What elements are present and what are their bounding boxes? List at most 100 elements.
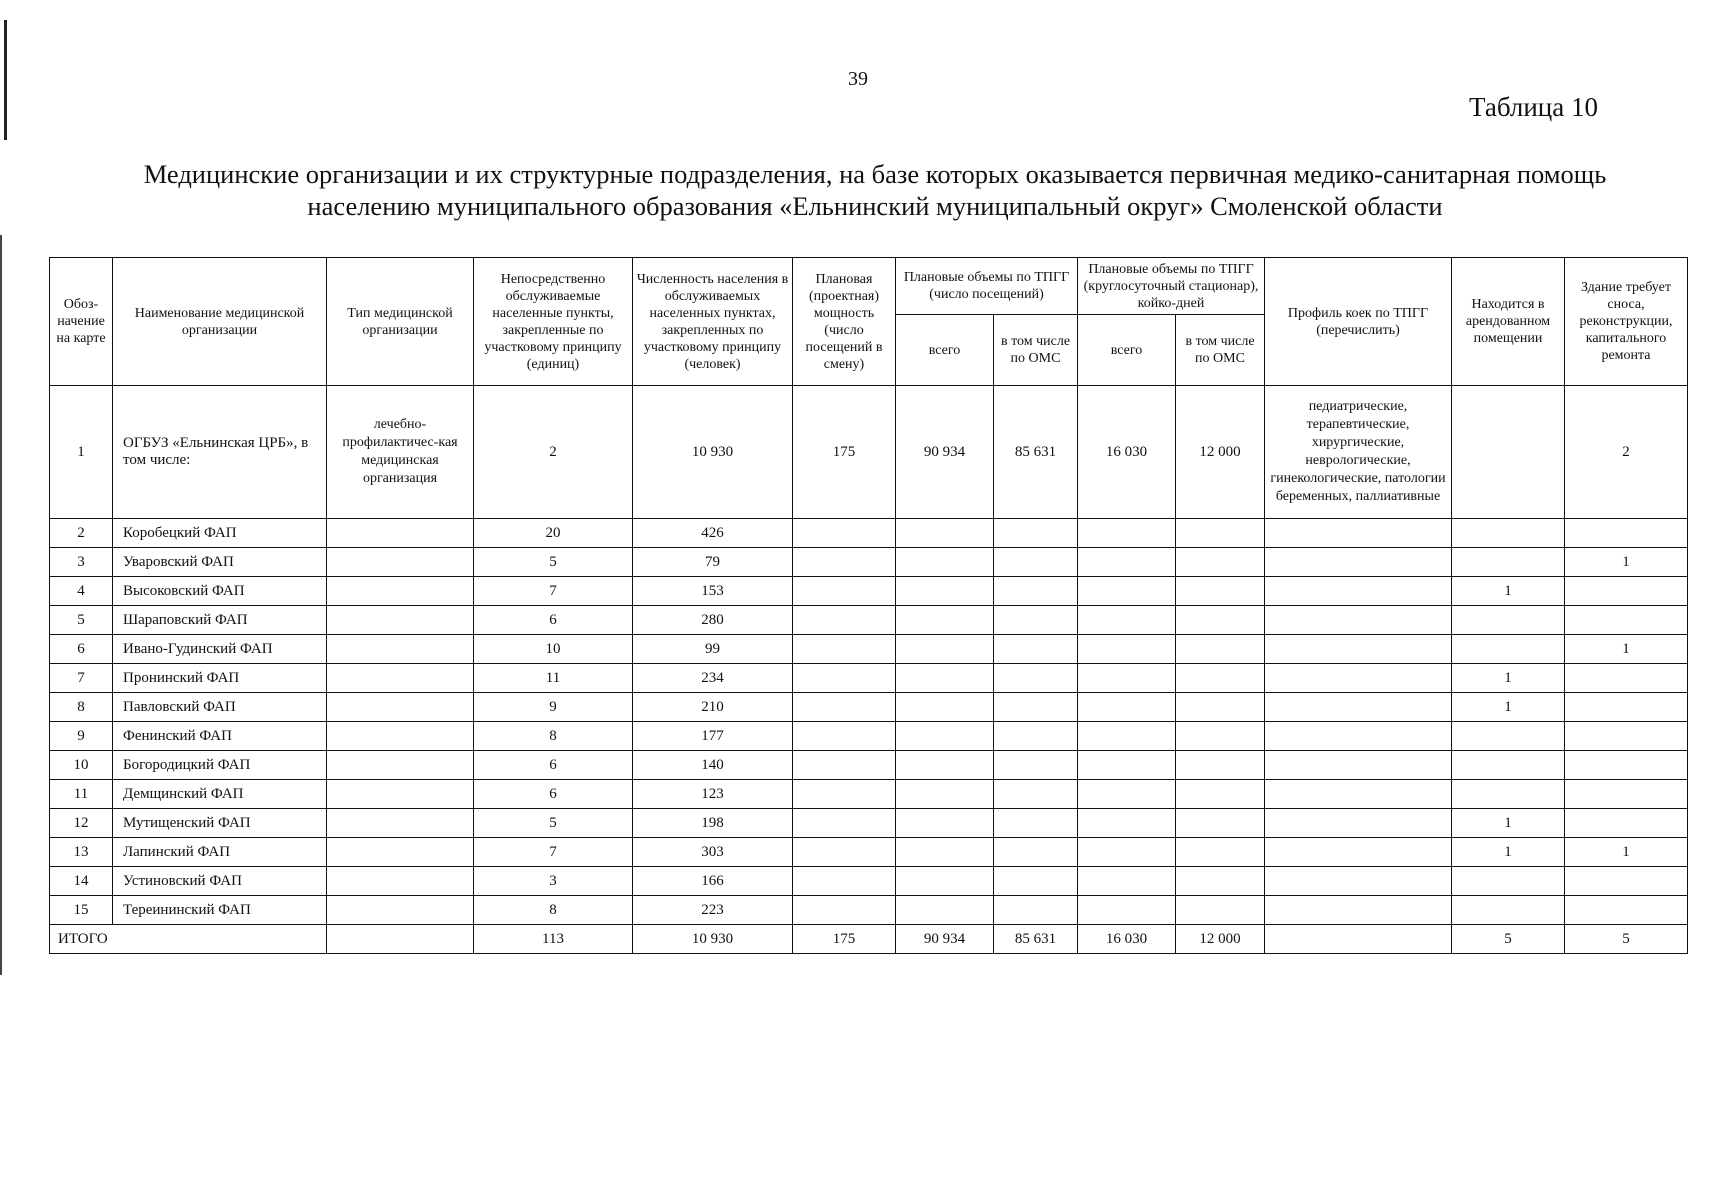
cell-capacity [792,634,896,664]
cell-org-name: Высоковский ФАП [112,576,327,606]
cell-beddays-total [1077,692,1176,722]
cell-settlements: 5 [473,808,633,838]
cell-beddays-oms [1175,576,1265,606]
cell-capacity [792,779,896,809]
cell-map-id: 6 [49,634,113,664]
cell-visits-oms [993,750,1078,780]
cell-rented [1451,895,1565,925]
cell-bed-profile [1264,721,1452,751]
cell-population: 123 [632,779,793,809]
cell-rebuild [1564,692,1688,722]
cell-org-name: Уваровский ФАП [112,547,327,577]
cell-org-type [326,663,474,693]
cell-settlements: 8 [473,895,633,925]
cell-population: 153 [632,576,793,606]
cell-population: 166 [632,866,793,896]
table-row: 14 Устиновский ФАП 3 166 [49,866,1688,896]
cell-rented: 1 [1451,576,1565,606]
cell-capacity [792,837,896,867]
cell-bed-profile [1264,837,1452,867]
cell-beddays-total [1077,779,1176,809]
cell-org-type [326,576,474,606]
cell-visits-oms [993,866,1078,896]
cell-bed-profile [1264,866,1452,896]
cell-map-id: 12 [49,808,113,838]
cell-map-id: 3 [49,547,113,577]
cell-visits-total [895,692,994,722]
cell-beddays-total [1077,837,1176,867]
cell-rented [1451,779,1565,809]
cell-org-name: Мутищенский ФАП [112,808,327,838]
cell-population: 198 [632,808,793,838]
cell-beddays-oms [1175,866,1265,896]
cell-org-name: Шараповский ФАП [112,605,327,635]
total-pts: 113 [473,924,633,954]
cell-rented [1451,385,1565,519]
cell-map-id: 13 [49,837,113,867]
cell-map-id: 1 [49,385,113,519]
cell-rebuild [1564,866,1688,896]
cell-org-name: Фенинский ФАП [112,721,327,751]
header-beddays-total: всего [1077,314,1176,386]
cell-rebuild [1564,779,1688,809]
cell-rebuild: 2 [1564,385,1688,519]
cell-rented: 1 [1451,808,1565,838]
cell-beddays-total [1077,605,1176,635]
header-visits-total: всего [895,314,994,386]
cell-org-type [326,721,474,751]
cell-settlements: 5 [473,547,633,577]
cell-rented [1451,518,1565,548]
cell-org-type [326,692,474,722]
cell-settlements: 6 [473,750,633,780]
cell-settlements: 7 [473,576,633,606]
cell-map-id: 2 [49,518,113,548]
total-rent: 5 [1451,924,1565,954]
cell-visits-oms: 85 631 [993,385,1078,519]
total-label: ИТОГО [49,924,327,954]
cell-bed-profile [1264,518,1452,548]
cell-beddays-oms [1175,750,1265,780]
cell-beddays-oms [1175,518,1265,548]
table-row: 10 Богородицкий ФАП 6 140 [49,750,1688,780]
cell-beddays-oms [1175,837,1265,867]
cell-population: 79 [632,547,793,577]
cell-rented [1451,605,1565,635]
cell-population: 140 [632,750,793,780]
cell-org-name: Богородицкий ФАП [112,750,327,780]
table-row: 1 ОГБУЗ «Ельнинская ЦРБ», в том числе: леч… [49,385,1688,519]
cell-visits-oms [993,663,1078,693]
scan-edge-mark [0,235,2,975]
cell-capacity [792,547,896,577]
cell-bed-profile [1264,808,1452,838]
cell-rented [1451,547,1565,577]
total-cap: 175 [792,924,896,954]
header-rebuild: Здание требует сноса, реконструкции, кап… [1564,257,1688,386]
cell-visits-total [895,750,994,780]
table-row: 5 Шараповский ФАП 6 280 [49,605,1688,635]
cell-capacity [792,605,896,635]
total-v2o: 12 000 [1175,924,1265,954]
cell-rebuild [1564,808,1688,838]
total-v1: 90 934 [895,924,994,954]
cell-org-name: Лапинский ФАП [112,837,327,867]
table-row: 6 Ивано-Гудинский ФАП 10 99 1 [49,634,1688,664]
scan-edge-mark [4,20,7,140]
cell-visits-total [895,634,994,664]
cell-beddays-total [1077,750,1176,780]
cell-map-id: 7 [49,663,113,693]
total-type [326,924,474,954]
cell-rented: 1 [1451,837,1565,867]
cell-settlements: 3 [473,866,633,896]
cell-org-type [326,866,474,896]
cell-visits-total [895,808,994,838]
cell-population: 234 [632,663,793,693]
cell-visits-oms [993,692,1078,722]
cell-settlements: 8 [473,721,633,751]
cell-beddays-total [1077,721,1176,751]
cell-beddays-oms [1175,808,1265,838]
cell-map-id: 4 [49,576,113,606]
cell-settlements: 20 [473,518,633,548]
title-line: населению муниципального образования «Ел… [307,191,1443,221]
cell-settlements: 10 [473,634,633,664]
cell-map-id: 9 [49,721,113,751]
